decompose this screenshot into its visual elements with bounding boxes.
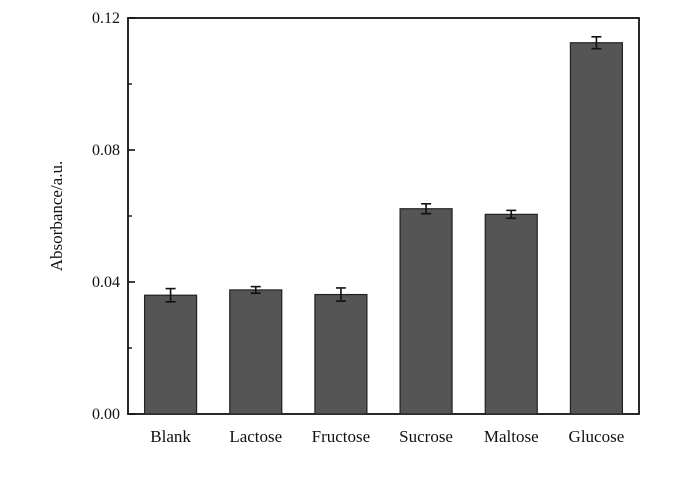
bar-maltose: [484, 213, 538, 415]
y-tick-label: 0.12: [92, 10, 120, 27]
y-tick-label: 0.04: [92, 274, 120, 291]
bar-lactose: [229, 289, 283, 415]
x-tick-label-blank: Blank: [150, 427, 191, 446]
error-bar-glucose: [591, 36, 602, 50]
bar-fructose: [314, 293, 368, 415]
x-tick-label-sucrose: Sucrose: [399, 427, 453, 446]
y-axis-title: Absorbance/a.u.: [47, 161, 66, 271]
error-bar-fructose: [335, 287, 346, 302]
error-bar-maltose: [506, 209, 517, 220]
x-tick-label-maltose: Maltose: [484, 427, 539, 446]
bar-glucose: [569, 42, 624, 415]
plot-area-frame: [127, 17, 640, 415]
error-bar-sucrose: [421, 202, 432, 215]
y-axis-ticks: [128, 17, 135, 415]
error-bars-group: [165, 36, 602, 303]
y-axis-tick-labels: 0.00 0.04 0.08 0.12: [92, 10, 120, 423]
error-bar-blank: [165, 287, 176, 303]
y-axis-minor-ticks: [128, 83, 132, 349]
bar-sucrose: [399, 208, 453, 415]
x-tick-label-glucose: Glucose: [569, 427, 625, 446]
x-tick-label-lactose: Lactose: [229, 427, 282, 446]
x-axis-tick-labels: Blank Lactose Fructose Sucrose Maltose Glucos…: [150, 427, 624, 446]
y-tick-label: 0.00: [92, 406, 120, 423]
bars-group: [143, 42, 624, 415]
bar-blank: [143, 294, 198, 415]
x-tick-label-fructose: Fructose: [312, 427, 371, 446]
y-tick-label: 0.08: [92, 142, 120, 159]
error-bar-lactose: [250, 285, 261, 295]
